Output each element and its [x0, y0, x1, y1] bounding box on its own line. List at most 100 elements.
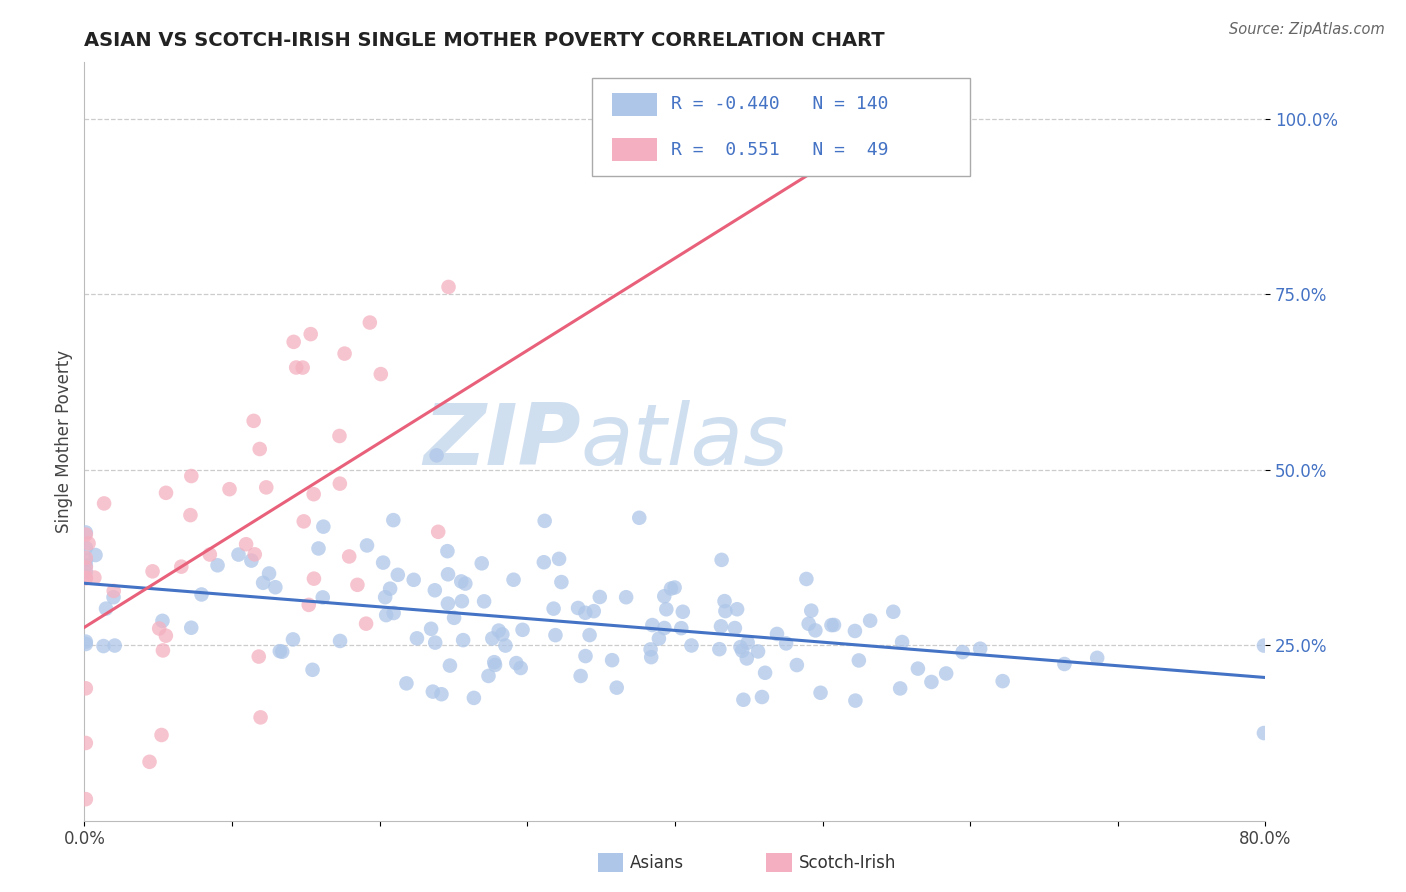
Point [423, 583, 446, 598]
Point [484, 655, 506, 669]
Point [75, 565, 97, 579]
Point [437, 567, 460, 582]
Point [387, 567, 409, 582]
Point [823, 618, 845, 632]
Point [907, 662, 929, 676]
Point [328, 429, 350, 443]
Point [652, 589, 675, 603]
Point [766, 627, 789, 641]
Point [641, 618, 664, 632]
Point [494, 639, 516, 653]
Point [548, 552, 571, 566]
Point [271, 645, 294, 659]
Point [606, 681, 628, 695]
Point [437, 597, 460, 611]
Point [308, 541, 330, 556]
Text: R =  0.551   N =  49: R = 0.551 N = 49 [671, 141, 889, 159]
Point [283, 334, 305, 349]
Point [488, 624, 510, 638]
Text: ZIP: ZIP [423, 400, 581, 483]
Point [502, 573, 524, 587]
Point [269, 644, 291, 658]
Point [481, 632, 503, 646]
Point [103, 584, 125, 599]
Point [93, 496, 115, 510]
Point [75, 571, 97, 585]
Point [75, 527, 97, 541]
Point [737, 635, 759, 649]
Point [75, 560, 97, 574]
Point [512, 623, 534, 637]
Point [640, 642, 662, 657]
Point [484, 657, 506, 672]
Point [420, 622, 443, 636]
Point [291, 360, 314, 375]
Point [299, 327, 322, 342]
Point [533, 555, 555, 569]
Point [730, 640, 752, 654]
Point [264, 580, 287, 594]
Point [681, 639, 703, 653]
Point [371, 556, 394, 570]
Point [302, 487, 325, 501]
Point [574, 606, 596, 620]
Point [155, 629, 177, 643]
Point [426, 448, 449, 462]
Point [672, 605, 695, 619]
Point [443, 611, 465, 625]
Point [83, 570, 105, 584]
Y-axis label: Single Mother Poverty: Single Mother Poverty [55, 350, 73, 533]
Point [292, 514, 315, 528]
Point [243, 547, 266, 561]
Point [509, 661, 531, 675]
Point [713, 594, 735, 608]
Point [104, 639, 127, 653]
Point [75, 550, 97, 565]
Point [544, 628, 567, 642]
Text: ASIAN VS SCOTCH-IRISH SINGLE MOTHER POVERTY CORRELATION CHART: ASIAN VS SCOTCH-IRISH SINGLE MOTHER POVE… [84, 30, 884, 50]
Point [402, 573, 425, 587]
Point [439, 658, 461, 673]
Point [312, 519, 335, 533]
Point [375, 608, 398, 623]
Point [820, 618, 842, 632]
Point [796, 572, 818, 586]
Point [578, 628, 600, 642]
Point [75, 634, 97, 648]
Bar [612, 138, 657, 161]
Point [155, 485, 177, 500]
Point [844, 693, 866, 707]
Point [569, 669, 592, 683]
Point [84, 548, 107, 562]
Point [589, 590, 612, 604]
Point [312, 591, 335, 605]
Point [614, 591, 637, 605]
Point [891, 635, 914, 649]
FancyBboxPatch shape [592, 78, 970, 177]
Point [170, 559, 193, 574]
Point [505, 656, 527, 670]
Point [103, 591, 125, 605]
Point [257, 566, 280, 581]
Point [302, 572, 325, 586]
Point [425, 635, 447, 649]
Point [242, 414, 264, 428]
Point [600, 653, 623, 667]
Point [180, 621, 202, 635]
Point [235, 537, 257, 551]
Point [991, 674, 1014, 689]
Point [378, 582, 401, 596]
Point [810, 686, 832, 700]
Point [152, 643, 174, 657]
Point [301, 663, 323, 677]
Point [654, 621, 676, 635]
Point [628, 510, 651, 524]
Point [142, 564, 165, 578]
Point [920, 675, 942, 690]
Point [454, 576, 477, 591]
Point [450, 574, 472, 589]
Point [724, 621, 747, 635]
Bar [612, 93, 657, 116]
Point [148, 622, 170, 636]
Point [354, 616, 377, 631]
